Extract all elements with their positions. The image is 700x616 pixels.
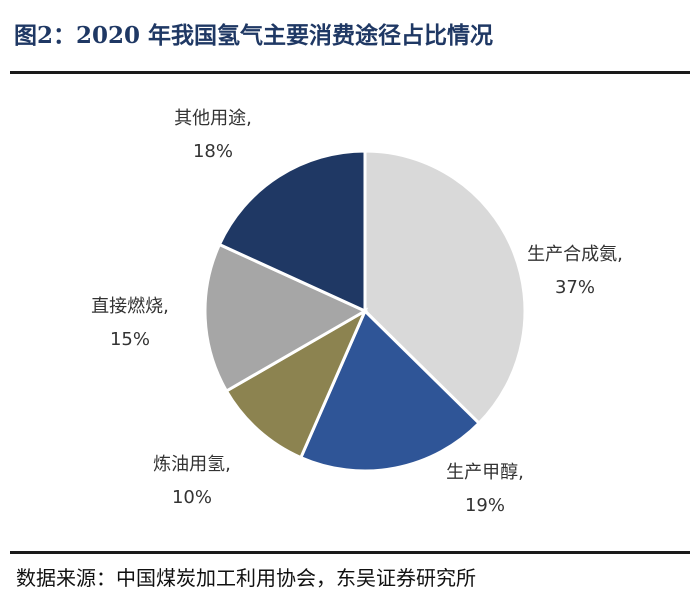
slice-label-3: 炼油用氢, [153,454,231,475]
pie-slice-5 [217,149,367,314]
slice-percent-2: 19% [465,495,505,516]
slice-label-4: 直接燃烧, [91,296,169,317]
slice-percent-4: 15% [110,329,150,350]
pie-slice-2 [298,308,482,473]
chart-title: 图2：2020 年我国氢气主要消费途径占比情况 [14,22,494,49]
slice-percent-1: 37% [555,277,595,298]
slice-percent-5: 18% [193,141,233,162]
slice-label-1: 生产合成氨, [527,244,623,265]
pie-slice-4 [203,242,369,394]
slice-label-5: 其他用途, [174,108,252,129]
slice-label-2: 生产甲醇, [446,462,524,483]
pie-slice-1 [363,149,527,426]
bottom-divider [10,551,690,554]
pie-slice-3 [224,307,369,460]
slice-percent-3: 10% [172,487,212,508]
source-note: 数据来源：中国煤炭加工利用协会，东吴证券研究所 [16,566,476,590]
top-divider [10,71,690,74]
